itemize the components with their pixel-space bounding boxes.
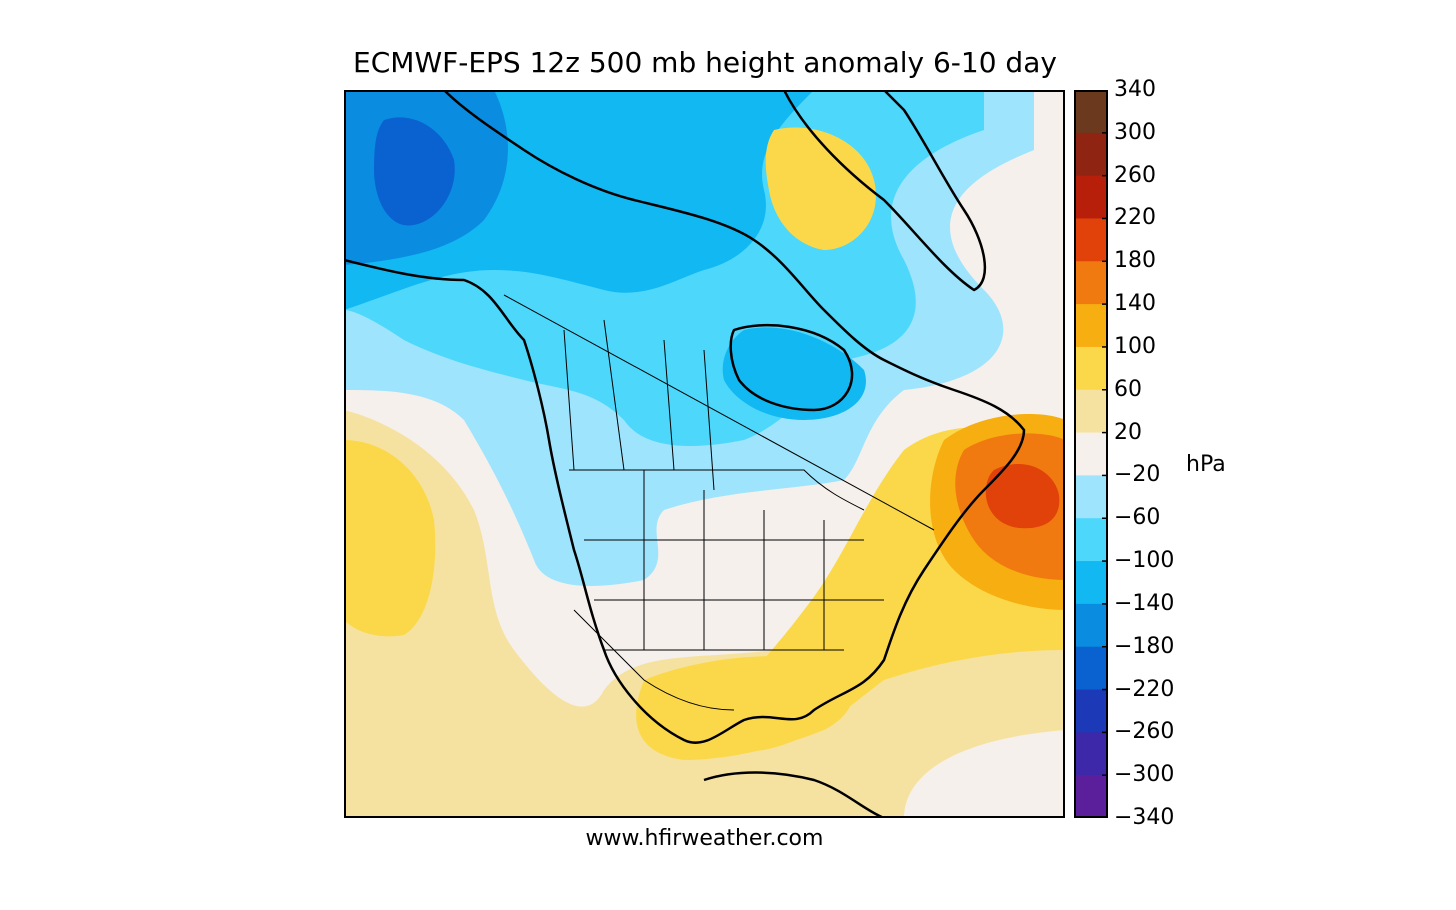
colorbar-segment [1074,603,1108,648]
anomaly-fill-60-eastpacific [344,440,436,637]
colorbar-unit: hPa [1186,452,1226,477]
source-credit: www.hfirweather.com [585,826,824,851]
colorbar-tick-label: 180 [1114,248,1156,274]
colorbar-tick-label: 140 [1114,291,1156,317]
colorbar-segment [1074,346,1108,391]
colorbar-segment [1074,304,1108,348]
colorbar-tick-label: 20 [1114,419,1142,445]
colorbar-segment [1074,432,1108,476]
colorbar-tick-label: −260 [1114,719,1175,745]
colorbar-segment [1074,646,1108,691]
map-frame [344,90,1065,818]
colorbar-segment [1074,518,1108,562]
political-borders [503,294,935,711]
colorbar-segment [1074,261,1108,305]
anomaly-fill-60-greenland [765,127,876,250]
colorbar-segment [1074,175,1108,219]
anomaly-fill-180 [985,464,1060,529]
colorbar-segment [1074,732,1108,776]
colorbar-tick-labels: 340 300 260 220 180 140 100 60 20 −20 −60 −100 −140 −… [1114,79,1194,829]
colorbar-segment [1074,132,1108,177]
colorbar-segment [1074,90,1108,134]
colorbar-tick-label: −220 [1114,676,1175,702]
anomaly-fill-minus180 [374,117,455,226]
colorbar-segment [1074,389,1108,434]
map-title: ECMWF-EPS 12z 500 mb height anomaly 6-10… [353,46,1057,79]
colorbar-tick-label: −20 [1114,462,1161,488]
colorbar-segment [1074,689,1108,733]
colorbar-tick-label: 60 [1114,376,1142,402]
colorbar-tick-label: −340 [1114,805,1175,830]
colorbar-tick-label: 100 [1114,333,1156,359]
colorbar-tick-label: −300 [1114,762,1175,788]
colorbar-frame [1074,90,1108,818]
colorbar-segment [1074,561,1108,605]
colorbar-segment [1074,775,1108,818]
colorbar-tick-label: −140 [1114,590,1175,616]
colorbar-tick-label: 340 [1114,77,1156,102]
colorbar-tick-label: 300 [1114,119,1156,145]
colorbar-tick-label: −180 [1114,633,1175,659]
colorbar-segment [1074,475,1108,519]
coastlines [344,90,1026,818]
anomaly-map [344,90,1065,818]
colorbar-tick-label: −60 [1114,505,1161,531]
colorbar [1074,90,1108,818]
colorbar-tick-label: 220 [1114,205,1156,231]
colorbar-segment [1074,218,1108,262]
colorbar-tick-label: 260 [1114,162,1156,188]
colorbar-tick-label: −100 [1114,548,1175,574]
anomaly-fill-60-gulf [636,656,854,760]
